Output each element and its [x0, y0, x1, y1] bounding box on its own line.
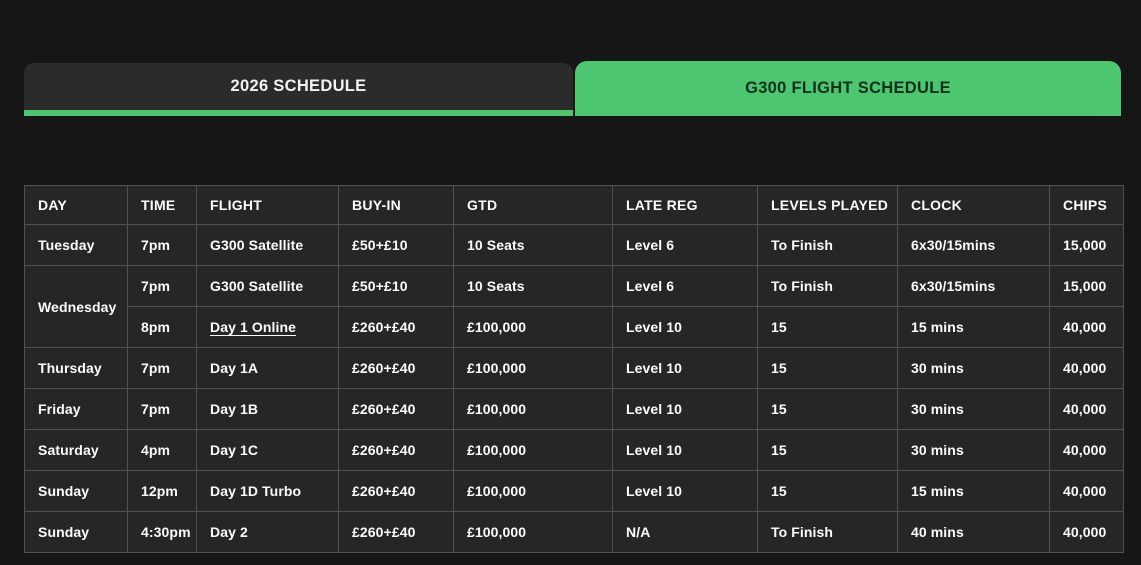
cell-chips: 40,000	[1049, 511, 1124, 553]
table-row: Tuesday 7pm G300 Satellite £50+£10 10 Seats L…	[24, 224, 1124, 266]
cell-flight: Day 1B	[196, 388, 339, 430]
cell-chips: 15,000	[1049, 265, 1124, 307]
cell-late-reg: Level 6	[612, 265, 758, 307]
cell-levels-played: 15	[757, 306, 898, 348]
column-header-flight: FLIGHT	[196, 185, 339, 225]
column-header-time: TIME	[127, 185, 197, 225]
cell-chips: 40,000	[1049, 306, 1124, 348]
cell-buy-in: £50+£10	[338, 224, 454, 266]
column-header-levels-played: LEVELS PLAYED	[757, 185, 898, 225]
cell-gtd: £100,000	[453, 306, 613, 348]
cell-flight: Day 1C	[196, 429, 339, 471]
cell-levels-played: 15	[757, 388, 898, 430]
cell-flight: Day 2	[196, 511, 339, 553]
cell-clock: 6x30/15mins	[897, 224, 1050, 266]
cell-time: 7pm	[127, 347, 197, 389]
cell-clock: 30 mins	[897, 429, 1050, 471]
column-header-clock: CLOCK	[897, 185, 1050, 225]
cell-day: Saturday	[24, 429, 128, 471]
cell-clock: 15 mins	[897, 306, 1050, 348]
cell-buy-in: £260+£40	[338, 306, 454, 348]
cell-time: 4pm	[127, 429, 197, 471]
cell-clock: 6x30/15mins	[897, 265, 1050, 307]
cell-clock: 30 mins	[897, 347, 1050, 389]
column-header-late-reg: LATE REG	[612, 185, 758, 225]
cell-late-reg: N/A	[612, 511, 758, 553]
cell-gtd: £100,000	[453, 470, 613, 512]
cell-gtd: £100,000	[453, 511, 613, 553]
cell-day: Wednesday	[24, 265, 128, 348]
cell-levels-played: To Finish	[757, 265, 898, 307]
header-row: DAY TIME FLIGHT BUY-IN GTD LATE REG LEVELS PLA…	[24, 185, 1124, 225]
cell-buy-in: £260+£40	[338, 429, 454, 471]
flight-link[interactable]: Day 1 Online	[210, 319, 297, 335]
cell-flight: Day 1D Turbo	[196, 470, 339, 512]
cell-chips: 40,000	[1049, 429, 1124, 471]
cell-buy-in: £260+£40	[338, 511, 454, 553]
cell-time: 7pm	[127, 265, 197, 307]
cell-chips: 40,000	[1049, 388, 1124, 430]
tab-2026-schedule-label: 2026 SCHEDULE	[230, 77, 367, 95]
cell-time: 7pm	[127, 224, 197, 266]
cell-late-reg: Level 10	[612, 429, 758, 471]
schedule-table: DAY TIME FLIGHT BUY-IN GTD LATE REG LEVELS PLA…	[24, 185, 1124, 553]
table-row: Saturday 4pm Day 1C £260+£40 £100,000 Level 1…	[24, 429, 1124, 471]
cell-late-reg: Level 10	[612, 388, 758, 430]
column-header-buy-in: BUY-IN	[338, 185, 454, 225]
column-header-chips: CHIPS	[1049, 185, 1124, 225]
cell-gtd: £100,000	[453, 388, 613, 430]
cell-levels-played: 15	[757, 429, 898, 471]
cell-clock: 30 mins	[897, 388, 1050, 430]
cell-time: 7pm	[127, 388, 197, 430]
cell-late-reg: Level 6	[612, 224, 758, 266]
column-header-gtd: GTD	[453, 185, 613, 225]
table-row: 8pm Day 1 Online £260+£40 £100,000 Level 10 1…	[25, 306, 1124, 348]
tab-g300-flight-schedule-label: G300 FLIGHT SCHEDULE	[745, 79, 951, 97]
cell-chips: 40,000	[1049, 347, 1124, 389]
schedule-table-body: Tuesday 7pm G300 Satellite £50+£10 10 Seats L…	[24, 224, 1124, 553]
cell-chips: 40,000	[1049, 470, 1124, 512]
column-header-day: DAY	[24, 185, 128, 225]
table-row: Sunday 12pm Day 1D Turbo £260+£40 £100,000 Le…	[24, 470, 1124, 512]
cell-late-reg: Level 10	[612, 306, 758, 348]
cell-levels-played: To Finish	[757, 224, 898, 266]
tab-underline-accent	[24, 110, 573, 116]
cell-time: 8pm	[127, 306, 197, 348]
cell-levels-played: 15	[757, 347, 898, 389]
cell-buy-in: £260+£40	[338, 347, 454, 389]
tab-g300-flight-schedule[interactable]: G300 FLIGHT SCHEDULE	[575, 61, 1121, 116]
cell-flight: G300 Satellite	[196, 265, 339, 307]
cell-clock: 40 mins	[897, 511, 1050, 553]
cell-late-reg: Level 10	[612, 347, 758, 389]
cell-day: Sunday	[24, 511, 128, 553]
tab-2026-schedule[interactable]: 2026 SCHEDULE	[24, 63, 573, 110]
cell-gtd: 10 Seats	[453, 224, 613, 266]
table-row: Sunday 4:30pm Day 2 £260+£40 £100,000 N/A To F…	[24, 511, 1124, 553]
cell-late-reg: Level 10	[612, 470, 758, 512]
cell-gtd: £100,000	[453, 429, 613, 471]
cell-gtd: £100,000	[453, 347, 613, 389]
cell-day: Friday	[24, 388, 128, 430]
table-row: Friday 7pm Day 1B £260+£40 £100,000 Level 10 1…	[24, 388, 1124, 430]
cell-levels-played: To Finish	[757, 511, 898, 553]
cell-chips: 15,000	[1049, 224, 1124, 266]
cell-flight: Day 1 Online	[196, 306, 339, 348]
cell-levels-played: 15	[757, 470, 898, 512]
cell-clock: 15 mins	[897, 470, 1050, 512]
cell-flight: Day 1A	[196, 347, 339, 389]
table-row: Thursday 7pm Day 1A £260+£40 £100,000 Level 1…	[24, 347, 1124, 389]
cell-buy-in: £50+£10	[338, 265, 454, 307]
cell-gtd: 10 Seats	[453, 265, 613, 307]
cell-flight: G300 Satellite	[196, 224, 339, 266]
cell-buy-in: £260+£40	[338, 470, 454, 512]
cell-day: Tuesday	[24, 224, 128, 266]
cell-time: 12pm	[127, 470, 197, 512]
cell-buy-in: £260+£40	[338, 388, 454, 430]
table-row: Wednesday 7pm G300 Satellite £50+£10 10 Seat…	[24, 265, 1124, 348]
cell-day: Thursday	[24, 347, 128, 389]
cell-day: Sunday	[24, 470, 128, 512]
cell-time: 4:30pm	[127, 511, 197, 553]
